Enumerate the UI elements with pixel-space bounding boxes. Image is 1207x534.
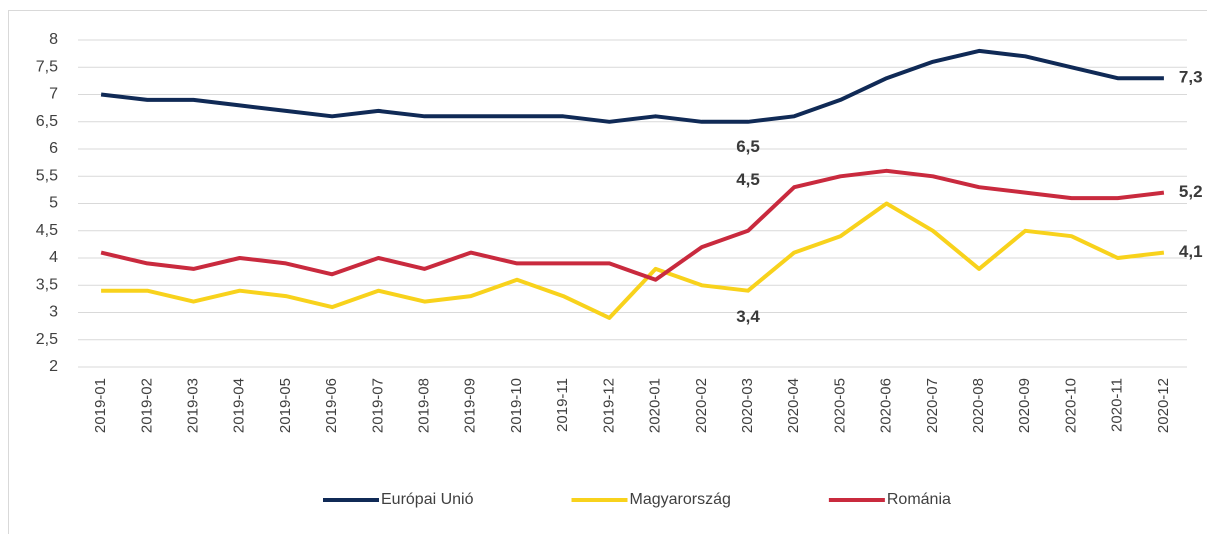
x-tick-label: 2019-01 — [92, 378, 109, 433]
x-tick-label: 2020-08 — [970, 378, 987, 433]
x-tick-label: 2020-01 — [647, 378, 664, 433]
x-tick-label: 2020-03 — [739, 378, 756, 433]
x-tick-label: 2020-02 — [693, 378, 710, 433]
series-line — [100, 168, 1165, 282]
x-tick-label: 2019-11 — [554, 378, 571, 432]
x-tick-label: 2019-10 — [508, 378, 525, 433]
x-tick-label: 2020-09 — [1016, 378, 1033, 433]
data-label: 7,3 — [1179, 68, 1203, 87]
x-tick-label: 2019-12 — [600, 378, 617, 433]
x-tick-label: 2019-07 — [369, 378, 386, 433]
legend-label: Románia — [887, 491, 951, 508]
y-tick-label: 6 — [49, 140, 58, 157]
data-label: 6,5 — [736, 137, 760, 156]
x-tick-label: 2020-12 — [1155, 378, 1172, 433]
data-label: 5,2 — [1179, 182, 1203, 201]
data-label: 4,5 — [736, 170, 760, 189]
series-line — [100, 48, 1164, 124]
x-tick-label: 2019-03 — [184, 378, 201, 433]
legend-label: Magyarország — [630, 491, 731, 508]
y-tick-label: 2 — [49, 358, 58, 375]
x-tick-label: 2020-04 — [785, 378, 802, 433]
y-tick-label: 2,5 — [36, 331, 58, 348]
y-tick-label: 7,5 — [36, 58, 58, 75]
x-tick-label: 2020-05 — [831, 378, 848, 433]
y-tick-label: 3 — [49, 304, 58, 321]
legend-label: Európai Unió — [381, 491, 474, 508]
y-tick-label: 6,5 — [36, 113, 58, 130]
x-tick-label: 2019-06 — [323, 378, 340, 433]
y-tick-label: 5 — [49, 195, 58, 212]
y-tick-label: 8 — [49, 31, 58, 48]
x-tick-label: 2020-10 — [1062, 378, 1079, 433]
y-tick-label: 3,5 — [36, 276, 58, 293]
x-tick-label: 2019-05 — [277, 378, 294, 433]
series-line — [101, 201, 1165, 320]
y-tick-label: 5,5 — [36, 167, 58, 184]
x-tick-label: 2020-11 — [1109, 378, 1126, 432]
data-label: 4,1 — [1179, 242, 1203, 261]
x-tick-label: 2019-09 — [462, 378, 479, 433]
x-tick-label: 2019-02 — [138, 378, 155, 433]
x-tick-label: 2020-07 — [924, 378, 941, 433]
data-label: 3,4 — [736, 307, 760, 326]
x-tick-label: 2019-04 — [231, 378, 248, 433]
x-tick-label: 2020-06 — [878, 378, 895, 433]
x-tick-label: 2019-08 — [416, 378, 433, 433]
y-tick-label: 4,5 — [36, 222, 58, 239]
y-tick-label: 4 — [49, 249, 58, 266]
y-tick-label: 7 — [49, 86, 58, 103]
chart-border — [8, 10, 1207, 534]
